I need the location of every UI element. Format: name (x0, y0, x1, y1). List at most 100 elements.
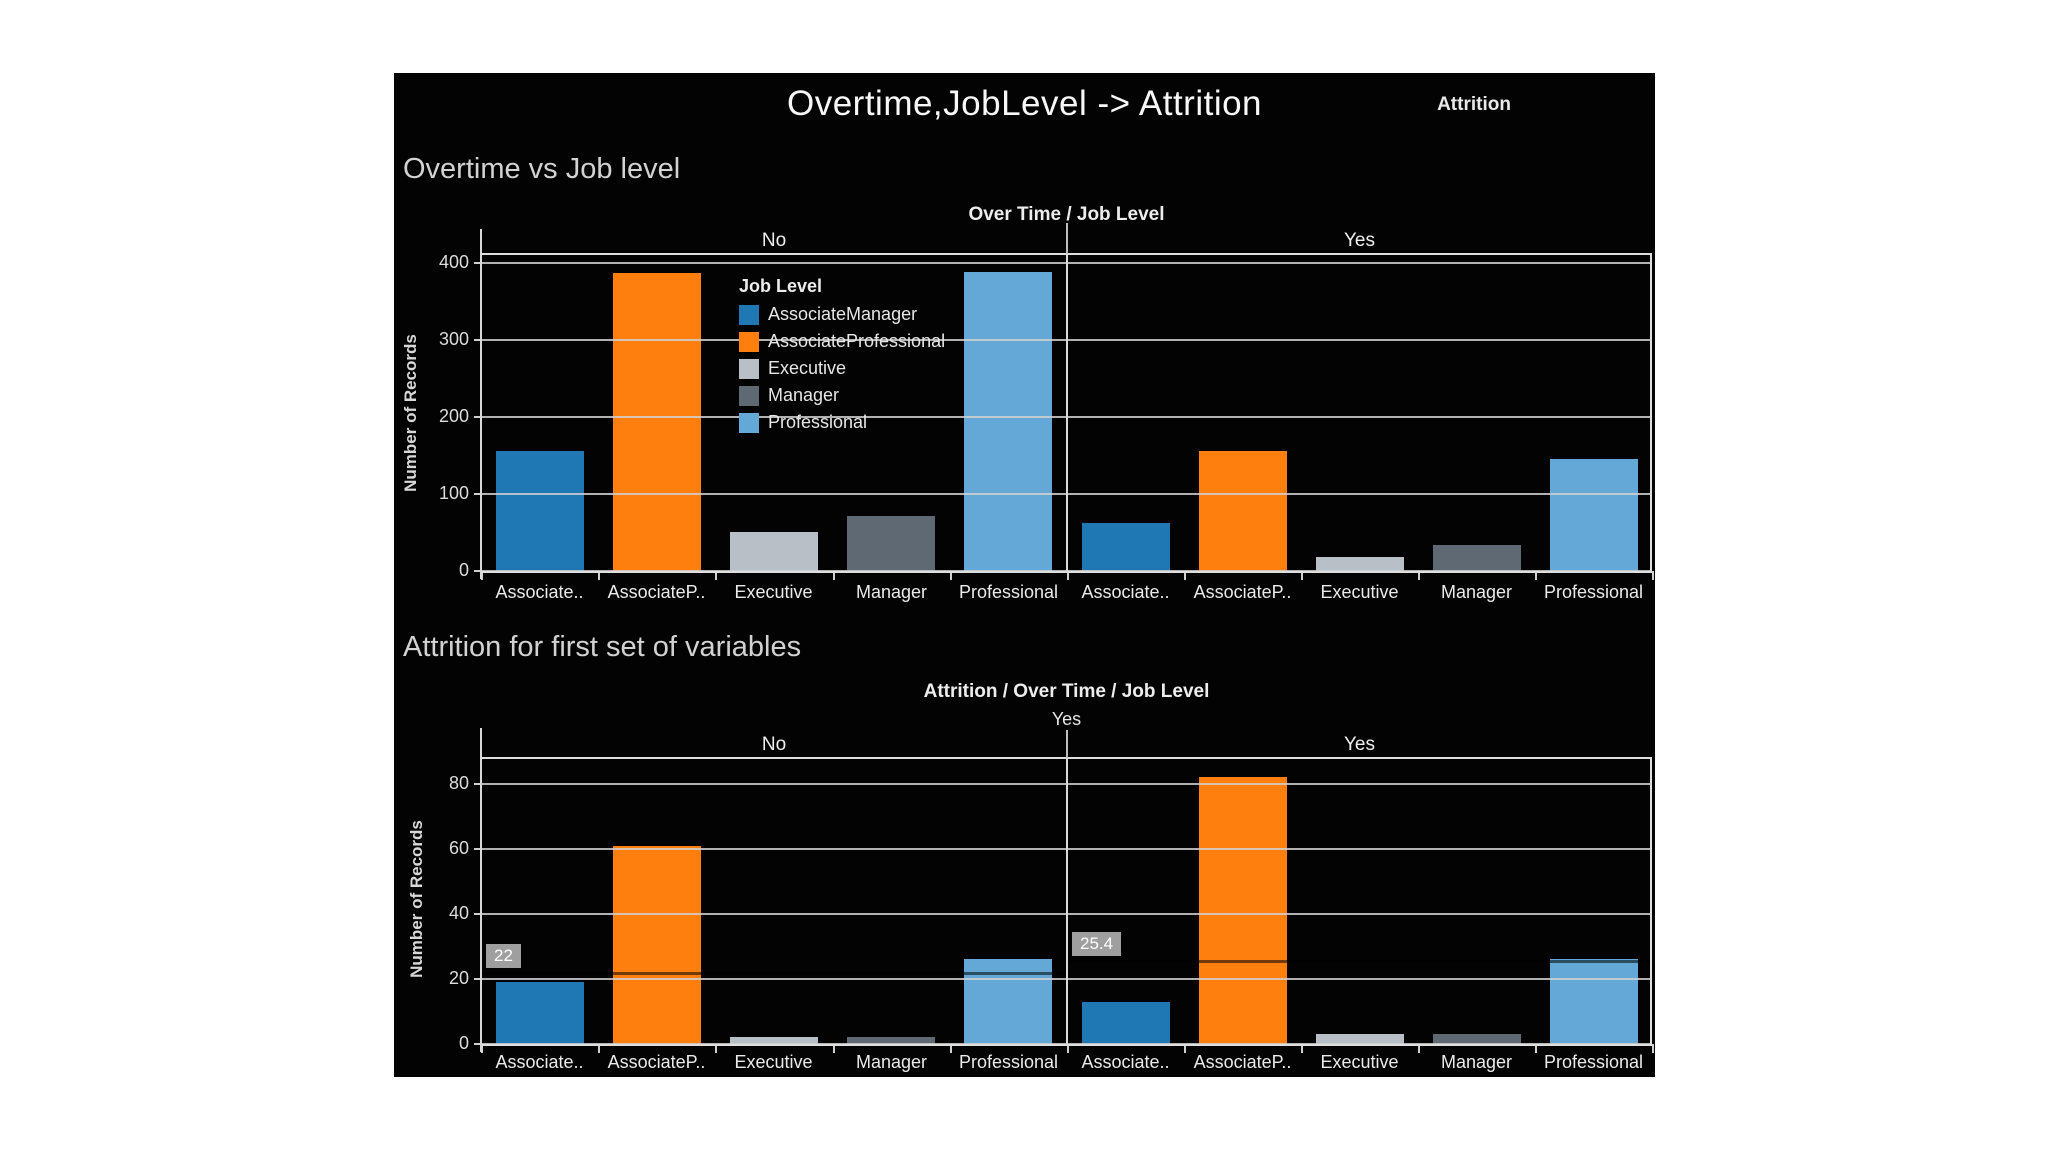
chart1-bar-no-executive[interactable] (730, 532, 818, 571)
legend-label: Executive (768, 358, 847, 378)
chart2-xtick-mark-yes-3 (1418, 1044, 1420, 1053)
legend-swatch-executive (739, 358, 759, 379)
chart1-xlabel-yes-professional: Professional (1543, 582, 1644, 602)
dashboard-canvas: Overtime,JobLevel -> Attrition Attrition… (394, 73, 1655, 1077)
legend-items: AssociateManager AssociateProfessional Exe… (739, 301, 945, 436)
legend-swatch-professional (739, 412, 759, 433)
chart1-ytick-mark-0 (474, 570, 481, 572)
chart1-xtick-mark-no-4 (950, 571, 952, 580)
chart1-bar-yes-associateprofessional[interactable] (1199, 451, 1287, 571)
chart2-bar-no-associatemanager[interactable] (496, 982, 584, 1044)
chart1-xtick-mark-yes-1 (1184, 571, 1186, 580)
chart2-xlabel-no-executive: Executive (734, 1052, 813, 1072)
chart1-bar-yes-manager[interactable] (1433, 545, 1521, 571)
chart1-column-header: Over Time / Job Level (968, 204, 1165, 225)
chart2-xtick-mark-no-3 (833, 1044, 835, 1053)
chart1-ytick-label-0: 0 (458, 560, 469, 580)
chart1-panel-label-no: No (761, 230, 787, 251)
chart2-bar-yes-manager[interactable] (1433, 1034, 1521, 1044)
legend-title: Job Level (739, 276, 823, 296)
chart2-xlabel-yes-manager: Manager (1440, 1052, 1513, 1072)
chart2-xlabel-no-associateprofessional: AssociateP.. (607, 1052, 706, 1072)
chart2-xlabel-yes-associateprofessional: AssociateP.. (1193, 1052, 1292, 1072)
chart1-ytick-label-300: 300 (438, 329, 469, 349)
chart1-bar-no-professional[interactable] (964, 272, 1052, 571)
legend-item-associateprofessional[interactable]: AssociateProfessional (739, 328, 945, 355)
legend-label: AssociateManager (768, 304, 918, 324)
chart2-column-header: Attrition / Over Time / Job Level (923, 681, 1210, 702)
chart2-xtick-mark-yes-5 (1652, 1044, 1654, 1053)
chart1-bar-no-associatemanager[interactable] (496, 451, 584, 571)
chart2-reference-label-yes: 25.4 (1072, 932, 1122, 957)
chart2-ytick-mark-60 (474, 848, 481, 850)
chart1-xlabel-yes-manager: Manager (1440, 582, 1513, 602)
chart1-panel-label-yes: Yes (1344, 230, 1375, 251)
chart1-header-divider-stub (1066, 223, 1068, 254)
worksheet2-title: Attrition for first set of variables (403, 631, 802, 663)
chart2-yaxis-line (480, 728, 482, 1052)
chart2-ytick-label-80: 80 (448, 773, 469, 793)
chart1-ytick-mark-300 (474, 339, 481, 341)
chart2-panel-divider (1066, 757, 1068, 1046)
worksheet1-title: Overtime vs Job level (403, 153, 681, 185)
chart2-bar-no-associateprofessional[interactable] (613, 846, 701, 1044)
chart2-bar-no-manager[interactable] (847, 1037, 935, 1044)
legend-swatch-associateprofessional (739, 331, 759, 352)
chart1-xtick-mark-yes-2 (1301, 571, 1303, 580)
chart1-xlabel-yes-executive: Executive (1320, 582, 1399, 602)
chart2-xtick-mark-no-1 (598, 1044, 600, 1053)
chart1-xtick-mark-yes-4 (1535, 571, 1537, 580)
chart1-xlabel-no-associatemanager: Associate.. (495, 582, 584, 602)
chart2-xlabel-yes-associatemanager: Associate.. (1081, 1052, 1170, 1072)
chart2-bar-yes-professional[interactable] (1550, 959, 1638, 1044)
chart2-bar-yes-associateprofessional[interactable] (1199, 777, 1287, 1044)
chart1-ytick-mark-400 (474, 262, 481, 264)
chart1-ytick-label-400: 400 (438, 252, 469, 272)
chart1-bar-no-manager[interactable] (847, 516, 935, 571)
legend-item-associatemanager[interactable]: AssociateManager (739, 301, 945, 328)
legend-item-manager[interactable]: Manager (739, 382, 945, 409)
chart1-xlabel-no-executive: Executive (734, 582, 813, 602)
chart1-xlabel-yes-associateprofessional: AssociateP.. (1193, 582, 1292, 602)
chart1-xtick-mark-yes-5 (1652, 571, 1654, 580)
chart1-xlabel-no-manager: Manager (855, 582, 928, 602)
legend-swatch-associatemanager (739, 304, 759, 325)
chart1-ytick-label-100: 100 (438, 483, 469, 503)
job-level-legend: Job Level AssociateManager AssociateProfe… (739, 276, 945, 436)
chart2-ytick-mark-40 (474, 913, 481, 915)
chart1-xtick-mark-no-3 (833, 571, 835, 580)
chart2-ytick-label-20: 20 (448, 968, 469, 988)
chart2-reference-label-no: 22 (486, 943, 521, 968)
chart1-ytick-mark-100 (474, 493, 481, 495)
attrition-legend-title: Attrition (1437, 94, 1511, 115)
chart1-bar-no-associateprofessional[interactable] (613, 273, 701, 571)
chart2-reference-line-yes (1069, 960, 1650, 964)
chart2-xlabel-yes-professional: Professional (1543, 1052, 1644, 1072)
chart1-bar-yes-professional[interactable] (1550, 459, 1638, 571)
chart1-yaxis-line (480, 229, 482, 579)
legend-item-executive[interactable]: Executive (739, 355, 945, 382)
chart1-xtick-mark-no-0 (481, 571, 483, 580)
chart2-bar-no-executive[interactable] (730, 1037, 818, 1044)
chart2-xtick-mark-no-0 (481, 1044, 483, 1053)
chart2-xlabel-no-professional: Professional (958, 1052, 1059, 1072)
legend-label: Manager (768, 385, 840, 405)
chart1-xtick-mark-yes-3 (1418, 571, 1420, 580)
chart1-xtick-mark-no-2 (715, 571, 717, 580)
chart1-bar-yes-executive[interactable] (1316, 557, 1404, 571)
chart2-attrition-level-label: Yes (1051, 709, 1082, 729)
chart2-xlabel-yes-executive: Executive (1320, 1052, 1399, 1072)
chart1-xlabel-no-associateprofessional: AssociateP.. (607, 582, 706, 602)
legend-item-professional[interactable]: Professional (739, 409, 945, 436)
chart2-ytick-label-40: 40 (448, 903, 469, 923)
chart2-bar-yes-associatemanager[interactable] (1082, 1002, 1170, 1044)
chart2-panel-label-no: No (761, 734, 787, 755)
chart2-xlabel-no-associatemanager: Associate.. (495, 1052, 584, 1072)
chart2-bar-yes-executive[interactable] (1316, 1034, 1404, 1044)
chart1-bar-yes-associatemanager[interactable] (1082, 523, 1170, 571)
legend-label: Professional (768, 412, 868, 432)
chart1-ytick-mark-200 (474, 416, 481, 418)
chart1-xlabel-no-professional: Professional (958, 582, 1059, 602)
chart2-xtick-mark-no-4 (950, 1044, 952, 1053)
chart1-right-border (1650, 253, 1652, 573)
